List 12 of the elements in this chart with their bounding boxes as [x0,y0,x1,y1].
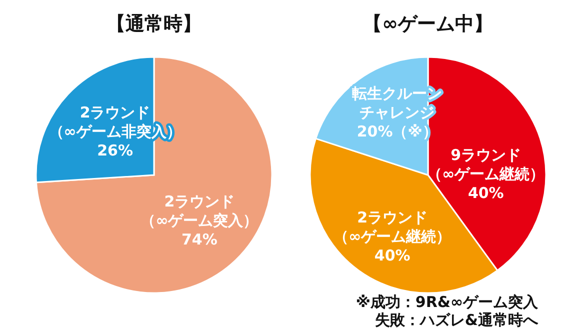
data-label: 40% [374,246,410,265]
data-label: 74% [182,230,218,248]
chart-title: 【∞ゲーム中】 [363,13,493,35]
text: ※成功：9R&∞ゲーム突入 [356,293,539,311]
text: 失敗：ハズレ&通常時へ [374,311,539,329]
data-label: 40% [468,184,504,202]
slice-label: 2ラウンド（∞ゲーム突入） [140,192,258,230]
chart-title: 【通常時】 [106,13,202,35]
slice-label: 9ラウンド（∞ゲーム継続） [427,146,545,183]
slice-label: 2ラウンド（∞ゲーム継続） [334,208,452,246]
pie-slice [35,56,273,294]
data-label: 26% [97,142,133,160]
